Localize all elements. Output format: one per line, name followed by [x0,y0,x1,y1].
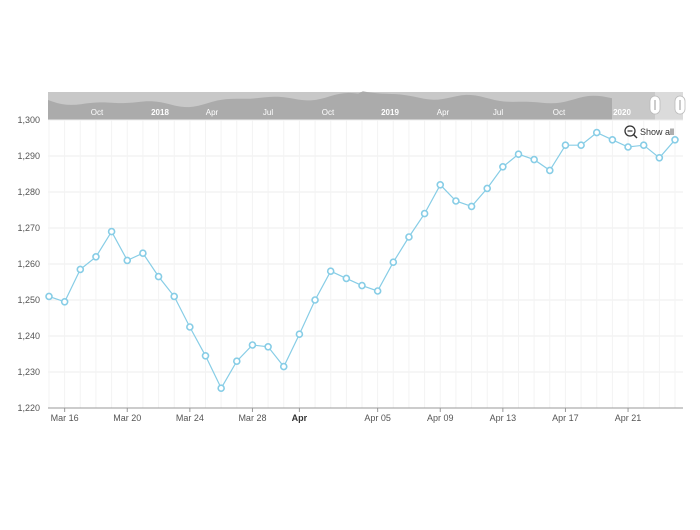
data-point[interactable] [452,197,460,205]
y-tick-label: 1,220 [17,403,40,413]
data-point[interactable] [467,202,476,211]
navigator-label: Jul [263,108,273,117]
data-point[interactable] [420,209,429,218]
data-point[interactable] [530,155,538,164]
x-tick-label: Apr [292,413,308,423]
data-point[interactable] [123,256,132,265]
navigator-label: Jul [493,108,503,117]
zoom-out-icon[interactable] [624,125,636,137]
data-point[interactable] [186,323,194,331]
x-tick-label: Apr 05 [364,413,391,423]
data-point[interactable] [154,272,163,281]
data-point[interactable] [358,281,366,290]
data-point[interactable] [655,154,664,162]
data-point[interactable] [60,297,69,306]
navigator-label: 2018 [151,108,169,117]
data-point[interactable] [279,362,288,371]
data-point[interactable] [201,351,210,360]
navigator-scrollbar[interactable]: Oct 2018 Apr Jul Oct 2019 Apr Jul Oct 2020 [48,91,686,120]
x-tick-label: Apr 21 [615,413,642,423]
data-point[interactable] [389,258,398,267]
show-all-button[interactable]: Show all [624,125,674,139]
data-point[interactable] [326,267,335,276]
series-line [45,128,679,393]
data-point[interactable] [405,233,413,241]
navigator-label: Apr [437,108,450,117]
data-point[interactable] [45,292,53,301]
navigator-label: 2019 [381,108,399,117]
data-point[interactable] [107,227,116,236]
data-point[interactable] [639,141,648,149]
x-tick-label: Apr 17 [552,413,579,423]
navigator-label: 2020 [613,108,631,117]
x-tick-label: Apr 09 [427,413,454,423]
y-axis: 1,220 1,230 1,240 1,250 1,260 1,270 1,280 1,290… [17,115,40,413]
navigator-silhouette [48,91,612,120]
data-point[interactable] [139,249,147,257]
data-point[interactable] [608,136,617,144]
data-point[interactable] [514,150,523,158]
x-tick-label: Mar 16 [51,413,79,423]
data-point[interactable] [545,166,554,175]
data-point[interactable] [624,143,632,151]
y-tick-label: 1,270 [17,223,40,233]
navigator-label: Apr [206,108,219,117]
x-tick-label: Mar 28 [238,413,266,423]
data-point[interactable] [577,141,585,149]
y-tick-label: 1,300 [17,115,40,125]
data-point[interactable] [592,128,601,137]
x-axis: Mar 16 Mar 20 Mar 24 Mar 28 Apr Apr 05 Apr 09 A… [51,408,642,423]
data-point[interactable] [311,296,319,304]
x-tick-label: Mar 20 [113,413,141,423]
navigator-label: Oct [322,108,335,117]
navigator-label: Oct [91,108,104,117]
y-tick-label: 1,260 [17,259,40,269]
zoom-out-handle [632,133,638,139]
y-tick-label: 1,290 [17,151,40,161]
data-point[interactable] [76,265,85,274]
y-tick-label: 1,280 [17,187,40,197]
grid-lines [48,119,683,409]
y-tick-label: 1,240 [17,331,40,341]
navigator-label: Oct [553,108,566,117]
data-point[interactable] [233,357,241,366]
data-point[interactable] [499,163,507,171]
data-point[interactable] [248,341,257,349]
y-tick-label: 1,250 [17,295,40,305]
y-tick-label: 1,230 [17,367,40,377]
data-point[interactable] [342,274,351,283]
data-point[interactable] [671,136,679,144]
data-point[interactable] [295,330,304,339]
x-tick-label: Mar 24 [176,413,204,423]
data-point[interactable] [373,287,382,295]
data-point[interactable] [170,292,178,301]
show-all-label[interactable]: Show all [640,127,674,137]
data-point[interactable] [264,342,272,351]
x-tick-label: Apr 13 [490,413,517,423]
data-point[interactable] [483,184,492,193]
data-point[interactable] [92,252,100,261]
data-point[interactable] [217,384,225,393]
data-point[interactable] [436,181,445,189]
data-point[interactable] [561,141,570,149]
